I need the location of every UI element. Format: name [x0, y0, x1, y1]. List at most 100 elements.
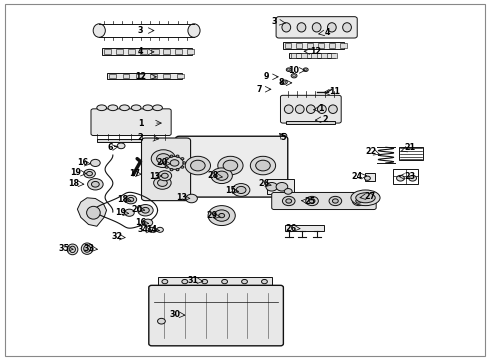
- Circle shape: [208, 206, 235, 226]
- Circle shape: [309, 199, 315, 203]
- Text: 13: 13: [176, 193, 187, 202]
- Text: 8: 8: [279, 78, 284, 87]
- Text: 25: 25: [304, 197, 315, 206]
- FancyBboxPatch shape: [142, 138, 191, 201]
- Circle shape: [163, 162, 166, 164]
- FancyBboxPatch shape: [149, 285, 283, 346]
- Circle shape: [232, 184, 250, 196]
- Circle shape: [250, 156, 275, 175]
- Text: 6: 6: [107, 144, 113, 153]
- Circle shape: [176, 168, 179, 171]
- Text: 12: 12: [310, 48, 321, 57]
- Circle shape: [170, 168, 173, 171]
- Text: 26: 26: [286, 224, 297, 233]
- Bar: [285, 225, 324, 230]
- Bar: [340, 43, 346, 48]
- FancyBboxPatch shape: [91, 109, 171, 135]
- Circle shape: [306, 196, 318, 206]
- Ellipse shape: [297, 23, 306, 32]
- Circle shape: [158, 179, 167, 186]
- Bar: [399, 147, 423, 161]
- Bar: [296, 43, 302, 48]
- Bar: [106, 72, 182, 79]
- Ellipse shape: [188, 24, 200, 37]
- Circle shape: [186, 194, 197, 203]
- Circle shape: [182, 279, 188, 284]
- Circle shape: [266, 183, 277, 191]
- Circle shape: [283, 81, 286, 83]
- Ellipse shape: [153, 105, 162, 111]
- Text: 26: 26: [258, 179, 269, 188]
- Circle shape: [170, 155, 173, 157]
- FancyBboxPatch shape: [276, 17, 357, 38]
- Text: 34: 34: [138, 225, 148, 234]
- Ellipse shape: [131, 105, 141, 111]
- Ellipse shape: [93, 24, 105, 37]
- Circle shape: [202, 279, 208, 284]
- Bar: [329, 43, 336, 48]
- Circle shape: [262, 279, 268, 284]
- FancyBboxPatch shape: [272, 193, 376, 210]
- Circle shape: [176, 155, 179, 157]
- Circle shape: [218, 156, 243, 175]
- Circle shape: [128, 197, 134, 202]
- Ellipse shape: [284, 105, 293, 113]
- Text: 27: 27: [365, 192, 376, 201]
- Circle shape: [157, 154, 170, 164]
- Bar: [136, 73, 143, 78]
- Circle shape: [154, 176, 171, 189]
- Text: 23: 23: [405, 172, 416, 181]
- Circle shape: [284, 189, 292, 194]
- Circle shape: [138, 204, 153, 216]
- Circle shape: [288, 69, 290, 71]
- Circle shape: [332, 199, 338, 203]
- Bar: [321, 53, 327, 58]
- Bar: [128, 49, 135, 54]
- Bar: [301, 53, 307, 58]
- Text: 15: 15: [225, 186, 236, 195]
- Text: 33: 33: [83, 244, 94, 253]
- Bar: [163, 49, 171, 54]
- Ellipse shape: [312, 23, 321, 32]
- Bar: [307, 43, 313, 48]
- Circle shape: [303, 68, 308, 72]
- Ellipse shape: [306, 105, 315, 113]
- Circle shape: [181, 166, 184, 168]
- Circle shape: [183, 162, 186, 164]
- Circle shape: [165, 158, 168, 160]
- Ellipse shape: [87, 206, 100, 219]
- Text: 18: 18: [117, 195, 128, 204]
- Bar: [116, 49, 123, 54]
- Ellipse shape: [143, 105, 153, 111]
- Text: 19: 19: [71, 168, 81, 177]
- Ellipse shape: [343, 23, 351, 32]
- Circle shape: [92, 181, 99, 187]
- Circle shape: [125, 195, 137, 204]
- Circle shape: [256, 160, 270, 171]
- Circle shape: [181, 158, 184, 160]
- Text: 10: 10: [288, 66, 299, 75]
- Circle shape: [281, 80, 287, 84]
- Text: 29: 29: [206, 211, 218, 220]
- Text: 35: 35: [59, 244, 70, 253]
- Text: 5: 5: [280, 133, 286, 142]
- Polygon shape: [77, 198, 106, 226]
- Circle shape: [117, 143, 125, 149]
- Circle shape: [216, 171, 228, 180]
- Circle shape: [223, 160, 238, 171]
- Text: 19: 19: [116, 208, 126, 217]
- Text: 16: 16: [77, 158, 88, 167]
- Circle shape: [291, 73, 297, 78]
- Text: 16: 16: [135, 218, 146, 227]
- Text: 14: 14: [146, 225, 157, 234]
- Ellipse shape: [67, 244, 78, 255]
- Ellipse shape: [351, 190, 380, 206]
- Text: 7: 7: [257, 85, 262, 94]
- Text: 24: 24: [351, 172, 362, 181]
- Text: 4: 4: [138, 48, 143, 57]
- Text: 3: 3: [271, 17, 277, 26]
- Circle shape: [162, 279, 168, 284]
- Circle shape: [219, 213, 224, 218]
- Bar: [122, 73, 129, 78]
- Circle shape: [166, 157, 183, 169]
